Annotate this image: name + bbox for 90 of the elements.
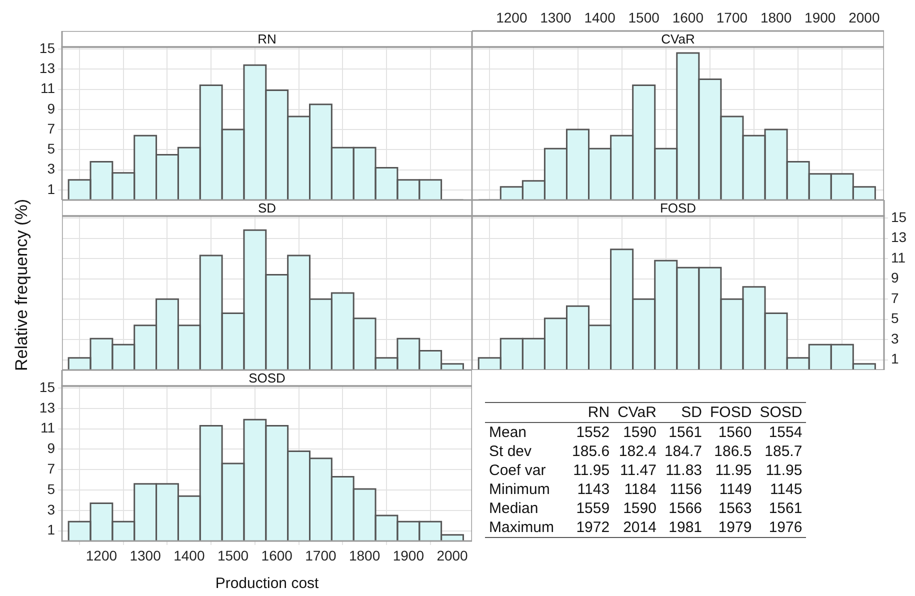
x-tick-label: 1600: [261, 547, 293, 564]
y-tick-label: 9: [47, 440, 56, 456]
chart-title: SD: [258, 200, 276, 216]
x-tick-label: 1300: [130, 547, 162, 564]
text: 1590: [623, 500, 656, 517]
text: 1184: [624, 481, 656, 498]
y-tick-label: 3: [47, 160, 56, 177]
y-axis-title: Relative frequency (%): [12, 199, 32, 371]
y-tick-label: 1: [891, 350, 899, 367]
text: 11.83: [666, 462, 702, 479]
y-tick-label: 13: [891, 229, 907, 246]
x-tick-label: 1800: [760, 9, 792, 26]
y-tick-label: 11: [40, 420, 56, 436]
x-axis-title: Production cost: [215, 575, 320, 592]
chart-title: RN: [258, 32, 276, 47]
y-tick-label: 3: [891, 330, 899, 346]
x-tick-label: 1800: [348, 547, 380, 564]
text: 11.95: [573, 462, 610, 479]
category-label: Coef var: [489, 462, 546, 479]
y-tick-label: 13: [39, 399, 56, 416]
x-tick-label: 1300: [540, 9, 572, 26]
text: 1561: [668, 424, 702, 441]
y-tick-label: 9: [891, 270, 899, 286]
text: 184.7: [664, 443, 702, 460]
text: 2014: [623, 519, 656, 536]
y-tick-label: 11: [40, 80, 56, 96]
text: 1566: [668, 500, 702, 517]
category-label: FOSD: [709, 403, 753, 422]
y-tick-label: 7: [891, 290, 899, 306]
x-tick-label: 1400: [584, 9, 616, 26]
category-label: Maximum: [489, 519, 554, 536]
text: 1552: [576, 424, 610, 441]
text: 1559: [576, 500, 610, 517]
x-tick-label: 1700: [716, 9, 748, 26]
text: 1590: [623, 424, 656, 441]
y-tick-label: 15: [891, 208, 907, 225]
chart-title: CVaR: [661, 32, 695, 47]
text: 1145: [770, 481, 802, 498]
y-tick-label: 5: [47, 140, 56, 157]
x-tick-label: 1400: [174, 547, 205, 564]
text: 1976: [768, 519, 802, 536]
text: 1560: [718, 424, 752, 441]
x-tick-label: 1200: [496, 9, 528, 26]
y-tick-label: 3: [47, 501, 56, 518]
chart-title: SOSD: [248, 370, 286, 386]
x-tick-label: 1900: [392, 547, 424, 564]
category-label: SOSD: [758, 403, 804, 422]
category-label: Median: [489, 500, 538, 517]
category-label: Minimum: [489, 481, 550, 498]
y-tick-label: 7: [47, 120, 56, 136]
chart-title: FOSD: [660, 200, 696, 216]
text: 1149: [719, 481, 752, 498]
text: 1981: [668, 519, 702, 536]
text: 186.5: [714, 443, 752, 460]
x-tick-label: 1200: [86, 547, 118, 564]
x-tick-label: 2000: [436, 547, 468, 564]
y-tick-label: 1: [47, 522, 56, 538]
y-tick-label: 9: [47, 100, 56, 116]
text: 1972: [576, 519, 610, 536]
x-tick-label: 2000: [848, 9, 880, 26]
text: 1563: [718, 500, 752, 517]
category-label: CVaR: [616, 403, 658, 422]
text: 1979: [718, 519, 752, 536]
category-label: RN: [586, 403, 611, 422]
y-tick-label: 13: [39, 60, 56, 76]
y-tick-label: 15: [39, 378, 56, 395]
text: 1143: [577, 481, 610, 498]
x-tick-label: 1500: [628, 9, 660, 26]
y-tick-label: 15: [39, 40, 56, 56]
text: 182.4: [618, 443, 656, 460]
y-tick-label: 7: [47, 460, 56, 476]
text: 1561: [768, 500, 802, 517]
y-tick-label: 11: [891, 249, 906, 266]
y-tick-label: 5: [891, 310, 899, 326]
category-label: SD: [680, 403, 704, 422]
category-label: St dev: [489, 443, 532, 460]
x-tick-label: 1700: [305, 547, 336, 564]
text: 1554: [768, 424, 802, 441]
text: 11.47: [620, 462, 656, 479]
category-label: Mean: [489, 424, 527, 441]
text: 11.95: [766, 462, 802, 479]
x-tick-label: 1600: [672, 9, 704, 26]
x-tick-label: 1500: [217, 547, 249, 564]
text: 1156: [670, 481, 702, 498]
text: 185.7: [764, 443, 802, 460]
text: 11.95: [715, 462, 752, 479]
text: 185.6: [572, 443, 610, 460]
y-tick-label: 1: [47, 180, 56, 197]
x-tick-label: 1900: [804, 9, 836, 26]
y-tick-label: 5: [47, 480, 56, 497]
